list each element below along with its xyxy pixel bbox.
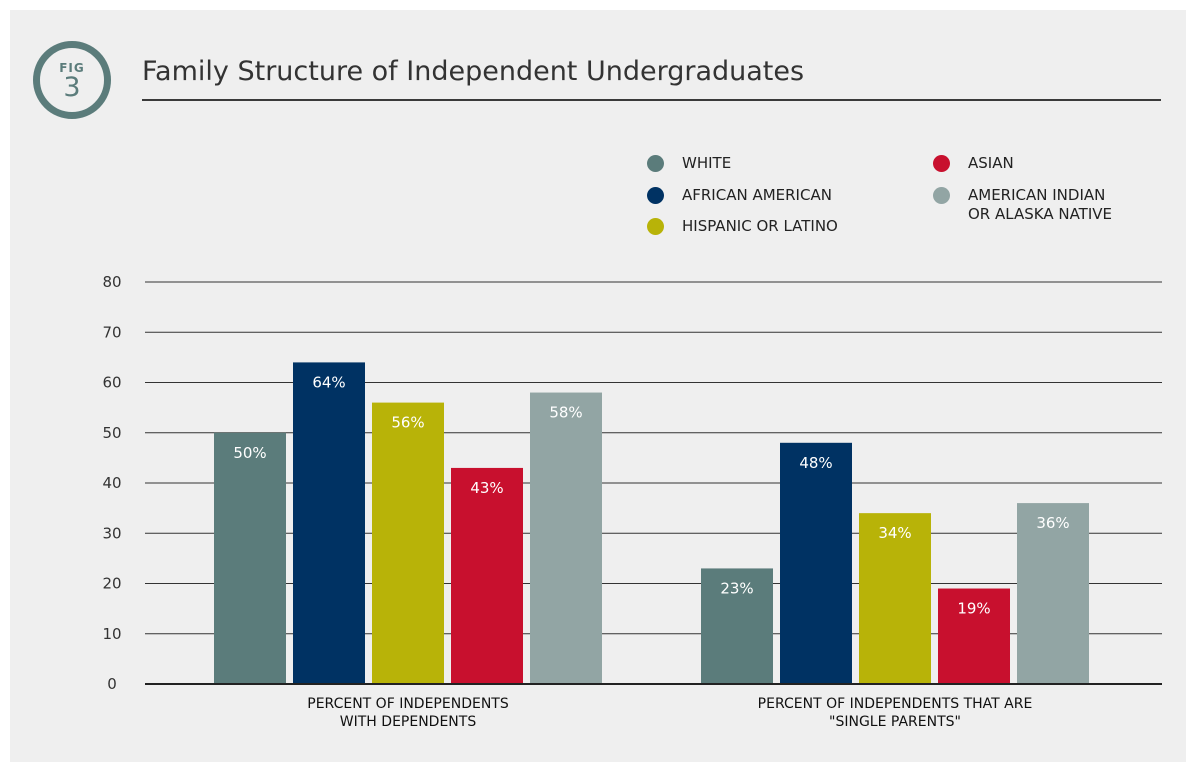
bar — [372, 402, 444, 684]
legend-label: AMERICAN INDIAN OR ALASKA NATIVE — [968, 186, 1112, 223]
y-tick-label: 40 — [102, 474, 121, 492]
bar — [701, 568, 773, 684]
y-tick-label: 30 — [102, 524, 121, 542]
bar-value-label: 19% — [957, 600, 990, 618]
y-tick-label: 20 — [102, 575, 121, 593]
legend-swatch-american-indian — [933, 187, 950, 204]
bar-value-label: 48% — [799, 454, 832, 472]
bar — [214, 432, 286, 684]
x-category-label: PERCENT OF INDEPENDENTS — [307, 696, 509, 712]
y-tick-label: 80 — [102, 273, 121, 291]
legend-label: HISPANIC OR LATINO — [682, 217, 838, 235]
y-tick-label: 50 — [102, 424, 121, 442]
legend-swatch-african-american — [647, 187, 664, 204]
bar — [293, 362, 365, 684]
bar — [530, 392, 602, 684]
x-category-label: WITH DEPENDENTS — [340, 714, 477, 730]
title-divider — [142, 99, 1161, 101]
figure-badge-label: FIG — [59, 61, 85, 75]
figure-badge-number: 3 — [63, 72, 81, 103]
legend-swatch-hispanic-or-latino — [647, 218, 664, 235]
y-tick-label: 10 — [102, 625, 121, 643]
bar-value-label: 50% — [233, 444, 266, 462]
x-category-label: PERCENT OF INDEPENDENTS THAT ARE — [758, 696, 1033, 712]
bar-value-label: 64% — [312, 373, 345, 391]
bar-value-label: 56% — [391, 414, 424, 432]
x-category-label: "SINGLE PARENTS" — [829, 714, 961, 730]
legend-label: ASIAN — [968, 154, 1014, 172]
bar — [780, 442, 852, 684]
chart-title: Family Structure of Independent Undergra… — [142, 56, 805, 87]
legend-swatch-asian — [933, 155, 950, 172]
legend-swatch-white — [647, 155, 664, 172]
bar-value-label: 58% — [549, 404, 582, 422]
y-tick-label: 0 — [107, 675, 117, 693]
legend-label: WHITE — [682, 154, 732, 172]
bar-value-label: 23% — [720, 579, 753, 597]
legend-label: AFRICAN AMERICAN — [682, 186, 832, 204]
bar-value-label: 34% — [878, 524, 911, 542]
bar — [938, 588, 1010, 684]
bar — [859, 513, 931, 684]
y-tick-label: 60 — [102, 374, 121, 392]
figure-badge: FIG 3 — [33, 41, 111, 119]
bar-value-label: 43% — [470, 479, 503, 497]
bar — [451, 467, 523, 684]
bar-value-label: 36% — [1036, 514, 1069, 532]
bar — [1017, 503, 1089, 684]
y-tick-label: 70 — [102, 323, 121, 341]
